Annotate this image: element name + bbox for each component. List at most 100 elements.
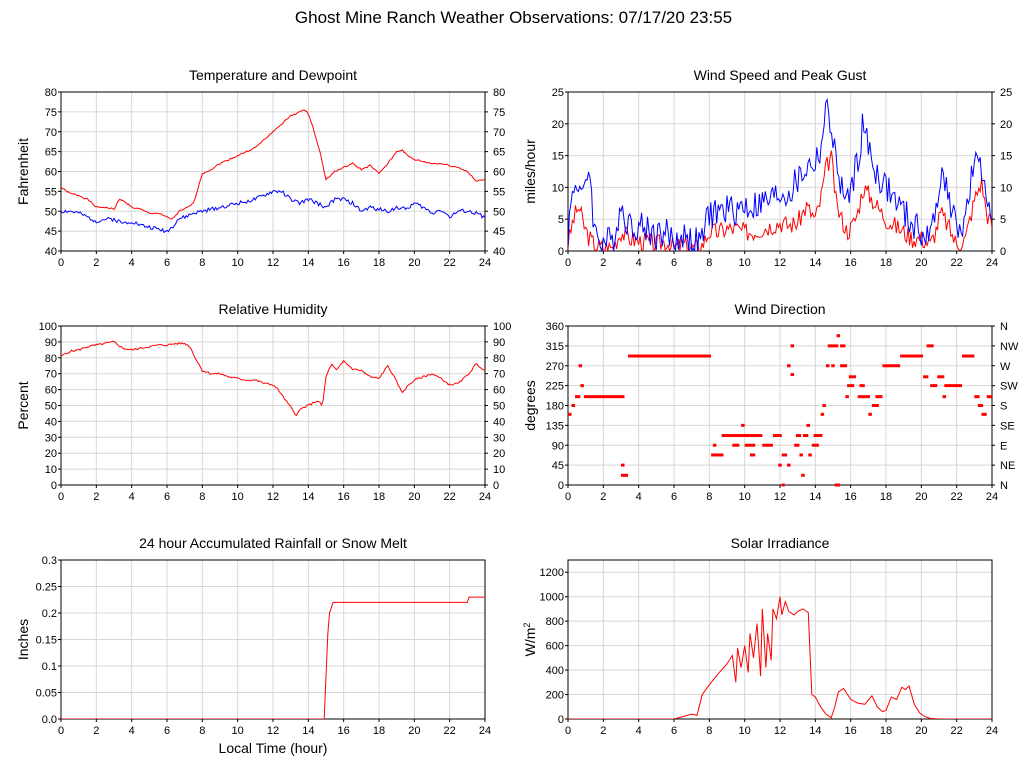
x-tick-label: 0 [58,257,64,269]
x-tick-label: 20 [408,725,420,737]
direction-point [859,384,865,388]
y-tick-label-right: 60 [493,167,505,179]
direction-point [778,463,782,467]
y-tick-label: 360 [546,321,564,333]
direction-point [801,473,805,477]
x-tick-label: 0 [565,725,571,737]
y-tick-label: 0.2 [42,608,57,620]
direction-point [746,434,763,438]
y-tick-label: 65 [45,147,57,159]
series-line-2 [61,190,485,234]
direction-point [794,443,800,447]
direction-point [981,412,987,416]
series-line-1 [61,340,485,416]
direction-point [834,483,841,487]
series-line-1 [568,596,992,719]
y-tick-label-right: SW [1000,381,1018,393]
direction-point [621,473,629,477]
y-tick-label-right: 70 [493,127,505,139]
x-tick-label: 14 [809,257,821,269]
x-tick-label: 14 [809,725,821,737]
y-tick-label-right: 70 [493,369,505,381]
direction-point [930,384,938,388]
y-tick-label: 200 [546,690,564,702]
x-tick-label: 8 [706,725,712,737]
y-tick-label-right: S [1000,401,1007,413]
y-tick-label-right: 10 [1000,182,1012,194]
x-tick-label: 24 [479,725,491,737]
y-tick-label-right: 25 [1000,87,1012,99]
y-tick-label-right: 40 [493,416,505,428]
x-tick-label: 10 [232,725,244,737]
direction-point [762,443,773,447]
x-tick-label: 22 [951,257,963,269]
direction-point [944,384,962,388]
direction-point [831,364,835,368]
x-tick-label: 20 [915,725,927,737]
x-tick-label: 10 [739,491,751,503]
x-tick-label: 22 [444,257,456,269]
direction-point [578,364,583,368]
direction-point [961,354,975,358]
y-tick-label: 0.3 [42,555,57,567]
direction-point [977,404,984,407]
y-tick-label: 0 [558,246,564,258]
x-tick-label: 24 [986,725,998,737]
direction-point [628,354,712,358]
x-tick-label: 16 [338,257,350,269]
direction-point [711,453,724,457]
direction-point [568,412,572,416]
direction-point [721,434,749,438]
direction-point [772,434,782,438]
y-tick-label-right: 20 [493,448,505,460]
x-tick-label: 8 [199,491,205,503]
direction-point [781,453,788,457]
y-tick-label: 70 [45,127,57,139]
x-tick-label: 22 [444,725,456,737]
x-tick-label: 12 [267,725,279,737]
x-tick-label: 6 [164,257,170,269]
direction-point [882,364,901,368]
direction-point [741,423,745,427]
x-tick-label: 6 [164,491,170,503]
x-tick-label: 16 [845,491,857,503]
direction-point [712,443,717,447]
y-tick-label: 50 [45,401,57,413]
y-axis-label: Fahrenheit [15,138,31,205]
y-tick-label-right: 5 [1000,214,1006,226]
x-tick-label: 16 [845,257,857,269]
x-tick-label: 4 [129,257,135,269]
direction-point [781,483,785,487]
y-tick-label-right: 30 [493,432,505,444]
y-tick-label: 600 [546,641,564,653]
y-tick-label: 10 [552,182,564,194]
x-tick-label: 16 [845,725,857,737]
direction-point [802,434,809,438]
y-tick-label-right: 45 [493,226,505,238]
y-tick-label-right: E [1000,440,1007,452]
direction-point [942,395,947,399]
x-tick-label: 8 [706,257,712,269]
x-tick-label: 12 [267,491,279,503]
y-tick-label-right: NW [1000,341,1019,353]
direction-point [840,364,848,368]
direction-point [787,364,791,368]
x-tick-label: 2 [93,725,99,737]
direction-point [808,453,812,457]
x-tick-label: 16 [338,725,350,737]
rainfall-chart: 24 hour Accumulated Rainfall or Snow Mel… [15,535,491,756]
y-tick-label: 0.1 [42,661,57,673]
y-tick-label-right: 20 [1000,119,1012,131]
x-tick-label: 4 [636,491,642,503]
y-tick-label: 400 [546,665,564,677]
y-tick-label: 40 [45,416,57,428]
x-tick-label: 4 [129,491,135,503]
chart-title: Solar Irradiance [731,535,830,551]
y-tick-label: 1000 [540,592,564,604]
direction-point [811,443,819,447]
chart-title: 24 hour Accumulated Rainfall or Snow Mel… [139,535,407,551]
y-tick-label-right: 100 [493,321,511,333]
